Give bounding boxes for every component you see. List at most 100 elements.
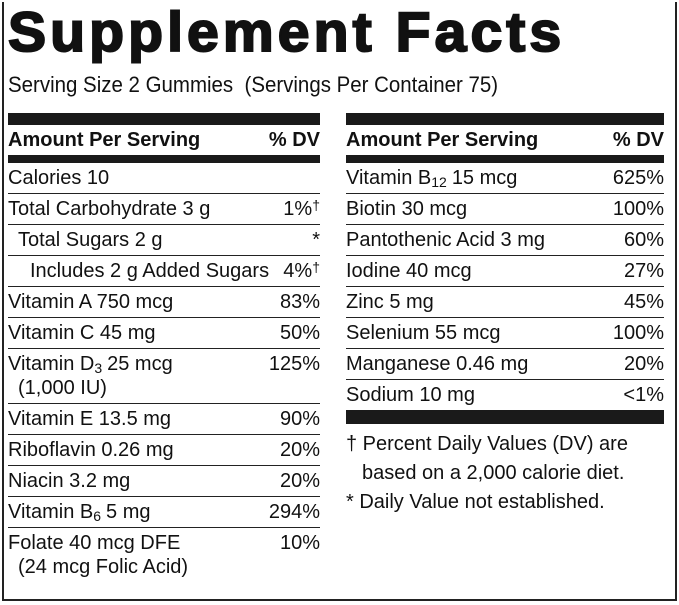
- daily-value: 90%: [280, 407, 320, 431]
- medium-rule: [346, 155, 664, 163]
- dv-text: 4%: [283, 260, 313, 282]
- nutrient-name: Manganese 0.46 mg: [346, 353, 529, 375]
- nutrient-label: Vitamin B6 5 mg: [8, 500, 151, 524]
- nutrient-label: Vitamin D3 25 mcg (1,000 IU): [8, 352, 173, 400]
- dv-text: 100%: [612, 322, 664, 344]
- dv-text: 20%: [279, 439, 320, 461]
- nutrient-name: Vitamin D: [8, 353, 95, 375]
- nutrient-label: Zinc 5 mg: [346, 290, 434, 314]
- dv-footnote-mark: †: [312, 197, 320, 213]
- daily-value: 625%: [613, 166, 664, 190]
- nutrient-name: Biotin 30 mcg: [346, 198, 468, 220]
- nutrient-name: Iodine 40 mcg: [346, 260, 472, 282]
- amount-heading: Amount Per Serving: [8, 129, 201, 151]
- nutrient-name: Vitamin C 45 mg: [8, 322, 156, 344]
- nutrient-name: Includes 2 g Added Sugars: [30, 260, 270, 282]
- nutrient-row: Vitamin B6 5 mg 294%: [8, 497, 320, 528]
- dv-text: 625%: [612, 167, 664, 189]
- subscript: 12: [431, 174, 447, 190]
- dv-text: 294%: [268, 501, 320, 523]
- daily-value: <1%: [623, 383, 664, 407]
- nutrient-row: Manganese 0.46 mg 20%: [346, 349, 664, 380]
- daily-value: 83%: [280, 290, 320, 314]
- dv-text: *: [312, 229, 320, 251]
- nutrient-name: Zinc 5 mg: [346, 291, 434, 313]
- nutrient-row: Folate 40 mcg DFE (24 mcg Folic Acid) 10%: [8, 528, 320, 582]
- nutrient-label: Total Carbohydrate 3 g: [8, 197, 210, 221]
- nutrient-name: Total Carbohydrate 3 g: [8, 198, 211, 220]
- nutrient-label: Calories 10: [8, 166, 109, 190]
- nutrient-row: Vitamin D3 25 mcg (1,000 IU) 125%: [8, 349, 320, 404]
- footnote: based on a 2,000 calorie diet.: [362, 462, 625, 484]
- nutrient-label: Total Sugars 2 g: [18, 228, 163, 252]
- nutrient-label: Selenium 55 mcg: [346, 321, 501, 345]
- nutrient-row: Calories 10: [8, 163, 320, 194]
- nutrient-name: Niacin 3.2 mg: [8, 470, 131, 492]
- nutrient-label: Biotin 30 mcg: [346, 197, 467, 221]
- nutrient-row: Includes 2 g Added Sugars 4%†: [8, 256, 320, 287]
- daily-value: *: [312, 228, 320, 252]
- daily-value: 125%: [269, 352, 320, 376]
- subscript: 6: [93, 508, 102, 524]
- nutrient-label: Vitamin C 45 mg: [8, 321, 155, 345]
- title: Supplement Facts: [7, 0, 566, 63]
- nutrient-row: Total Carbohydrate 3 g 1%†: [8, 194, 320, 225]
- dv-text: <1%: [623, 384, 664, 406]
- medium-rule: [8, 155, 320, 163]
- nutrient-row: Niacin 3.2 mg 20%: [8, 466, 320, 497]
- nutrient-label: Vitamin E 13.5 mg: [8, 407, 171, 431]
- thick-rule: [346, 113, 664, 125]
- nutrient-label: Manganese 0.46 mg: [346, 352, 528, 376]
- nutrient-name: Vitamin A 750 mcg: [8, 291, 174, 313]
- nutrient-label: Vitamin A 750 mcg: [8, 290, 173, 314]
- dv-text: 100%: [612, 198, 664, 220]
- nutrient-note: (24 mcg Folic Acid): [18, 556, 189, 578]
- rows: Vitamin B12 15 mcg 625% Biotin 30 mcg 100% Pa…: [346, 163, 664, 410]
- nutrient-label: Niacin 3.2 mg: [8, 469, 130, 493]
- nutrient-row: Sodium 10 mg <1%: [346, 380, 664, 410]
- nutrient-label: Sodium 10 mg: [346, 383, 475, 407]
- thick-rule: [346, 410, 664, 424]
- daily-value: 20%: [280, 469, 320, 493]
- right-column: Amount Per Serving % DV Vitamin B12 15 mcg 6…: [346, 113, 664, 517]
- nutrient-row: Total Sugars 2 g *: [8, 225, 320, 256]
- dv-footnote-mark: †: [312, 259, 320, 275]
- daily-value: 45%: [624, 290, 664, 314]
- nutrient-label: Vitamin B12 15 mcg: [346, 166, 517, 190]
- thick-rule: [8, 113, 320, 125]
- nutrient-name: Vitamin B: [8, 501, 94, 523]
- nutrient-row: Zinc 5 mg 45%: [346, 287, 664, 318]
- nutrient-amount: 15 mcg: [451, 167, 518, 189]
- nutrient-label: Iodine 40 mcg: [346, 259, 472, 283]
- daily-value: 27%: [624, 259, 664, 283]
- dv-text: 1%: [283, 198, 313, 220]
- dv-text: 20%: [623, 353, 664, 375]
- daily-value: 50%: [280, 321, 320, 345]
- nutrient-name: Pantothenic Acid 3 mg: [346, 229, 546, 251]
- nutrient-row: Selenium 55 mcg 100%: [346, 318, 664, 349]
- nutrient-name: Sodium 10 mg: [346, 384, 475, 406]
- dv-text: 10%: [279, 532, 320, 554]
- nutrient-label: Pantothenic Acid 3 mg: [346, 228, 545, 252]
- nutrient-row: Vitamin E 13.5 mg 90%: [8, 404, 320, 435]
- nutrient-row: Iodine 40 mcg 27%: [346, 256, 664, 287]
- nutrient-label: Includes 2 g Added Sugars: [30, 259, 269, 283]
- daily-value: 1%†: [283, 197, 320, 221]
- nutrient-row: Vitamin C 45 mg 50%: [8, 318, 320, 349]
- dv-text: 27%: [623, 260, 664, 282]
- nutrient-name: Calories 10: [8, 167, 110, 189]
- serving-size: Serving Size 2 Gummies (Servings Per Con…: [8, 72, 499, 97]
- dv-text: 60%: [623, 229, 664, 251]
- dv-heading: % DV: [268, 129, 320, 151]
- dv-text: 90%: [279, 408, 320, 430]
- nutrient-row: Riboflavin 0.26 mg 20%: [8, 435, 320, 466]
- nutrient-row: Pantothenic Acid 3 mg 60%: [346, 225, 664, 256]
- nutrient-row: Vitamin B12 15 mcg 625%: [346, 163, 664, 194]
- nutrient-name: Vitamin E 13.5 mg: [8, 408, 172, 430]
- left-column: Amount Per Serving % DV Calories 10 Total C…: [8, 113, 320, 582]
- daily-value: 60%: [624, 228, 664, 252]
- dv-text: 125%: [268, 353, 320, 375]
- dv-text: 45%: [623, 291, 664, 313]
